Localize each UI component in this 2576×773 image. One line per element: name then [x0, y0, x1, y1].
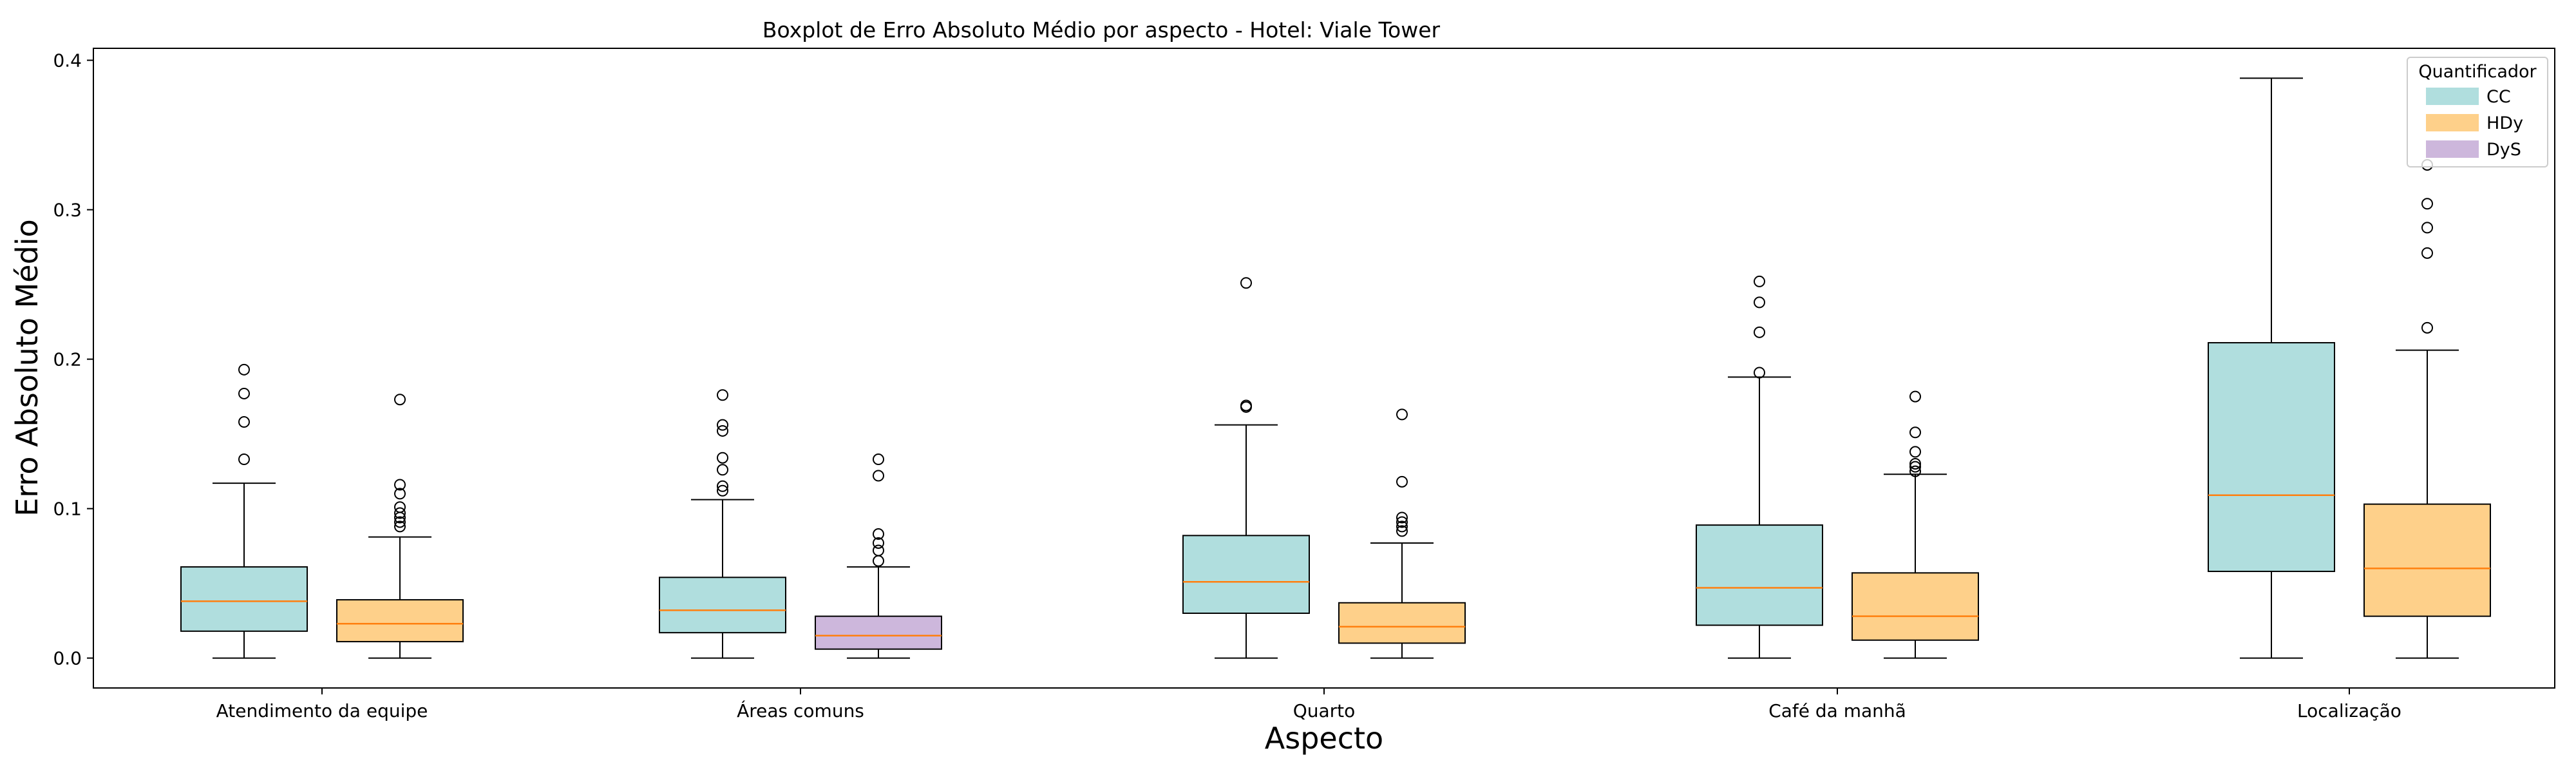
- outlier-point: [1240, 277, 1252, 289]
- y-axis-label: Erro Absoluto Médio: [10, 219, 44, 516]
- outlier-point: [717, 389, 728, 401]
- outlier-point: [238, 363, 250, 376]
- legend-swatch: [2426, 114, 2479, 131]
- outlier-point: [873, 470, 884, 482]
- box-group: [336, 394, 464, 659]
- legend-entries: CC HDy DyS: [2426, 87, 2523, 160]
- x-tick-label: Quarto: [1293, 700, 1356, 721]
- x-tick-label: Áreas comuns: [737, 700, 864, 721]
- outlier-point: [873, 537, 884, 549]
- outlier-point: [1396, 525, 1408, 537]
- legend-label: DyS: [2486, 140, 2521, 160]
- outlier-point: [1909, 465, 1921, 477]
- outlier-point: [238, 416, 250, 428]
- outlier-point: [394, 479, 406, 491]
- plot-frame: [93, 48, 2555, 689]
- legend-title: Quantificador: [2418, 62, 2537, 82]
- outlier-point: [717, 484, 728, 497]
- box: [815, 615, 942, 650]
- outlier-point: [1396, 516, 1408, 528]
- outlier-point: [1396, 408, 1408, 421]
- outlier-point: [394, 520, 406, 533]
- box: [2363, 503, 2491, 617]
- box: [659, 577, 786, 634]
- outlier-point: [394, 501, 406, 513]
- box: [1852, 572, 1979, 641]
- box: [180, 566, 308, 632]
- x-tick-label: Café da manhã: [1768, 700, 1906, 721]
- outlier-point: [1754, 296, 1765, 309]
- legend: Quantificador CC HDy DyS: [2407, 57, 2548, 167]
- outlier-point: [1396, 520, 1408, 533]
- x-axis: Atendimento da equipe Áreas comuns Quarto C…: [216, 688, 2401, 721]
- legend-label: CC: [2486, 87, 2511, 107]
- outlier-point: [873, 453, 884, 466]
- outlier-point: [717, 419, 728, 431]
- y-tick-label: 0.3: [53, 200, 82, 221]
- outlier-point: [2421, 247, 2433, 259]
- outlier-point: [394, 394, 406, 406]
- box-group: [2208, 77, 2335, 659]
- box-group: [815, 453, 942, 659]
- outlier-point: [238, 453, 250, 466]
- outlier-point: [1240, 399, 1252, 412]
- outlier-point: [394, 488, 406, 500]
- box: [2208, 342, 2335, 573]
- outlier-point: [717, 480, 728, 492]
- box-group: [2363, 158, 2491, 659]
- box-group: [659, 389, 786, 659]
- legend-swatch: [2426, 88, 2479, 105]
- outlier-point: [1909, 457, 1921, 470]
- box-group: [1338, 408, 1466, 659]
- outlier-point: [1396, 475, 1408, 488]
- y-tick-label: 0.1: [53, 499, 82, 520]
- x-tick-label: Atendimento da equipe: [216, 700, 428, 721]
- box: [336, 599, 464, 643]
- outlier-point: [2421, 198, 2433, 210]
- outlier-point: [873, 528, 884, 540]
- outlier-point: [1909, 426, 1921, 439]
- y-tick-label: 0.4: [53, 50, 82, 72]
- outlier-point: [2421, 222, 2433, 234]
- box: [1338, 602, 1466, 644]
- outlier-point: [717, 452, 728, 464]
- outlier-point: [1909, 461, 1921, 473]
- outlier-point: [873, 544, 884, 557]
- outlier-point: [1909, 390, 1921, 403]
- outlier-point: [394, 516, 406, 528]
- outlier-point: [2421, 321, 2433, 334]
- legend-swatch: [2426, 140, 2479, 158]
- box-group: [1182, 277, 1310, 659]
- box: [1696, 524, 1823, 626]
- outlier-point: [1396, 511, 1408, 524]
- box-group: [1852, 390, 1979, 659]
- box-group: [180, 363, 308, 659]
- outlier-point: [238, 387, 250, 399]
- y-axis: 0.0 0.1 0.2 0.3 0.4: [53, 50, 93, 669]
- outlier-point: [1754, 326, 1765, 338]
- outlier-point: [717, 425, 728, 437]
- chart-marks: [180, 77, 2491, 659]
- legend-label: HDy: [2486, 113, 2523, 133]
- y-tick-label: 0.2: [53, 349, 82, 370]
- outlier-point: [717, 464, 728, 476]
- outlier-point: [394, 507, 406, 519]
- box: [1182, 535, 1310, 614]
- outlier-point: [1909, 446, 1921, 458]
- chart-title: Boxplot de Erro Absoluto Médio por aspec…: [762, 17, 1441, 43]
- legend-frame: [2407, 57, 2548, 167]
- outlier-point: [873, 555, 884, 567]
- box-group: [1696, 275, 1823, 659]
- outlier-point: [1754, 367, 1765, 379]
- x-axis-label: Aspecto: [1265, 721, 1383, 756]
- x-tick-label: Localização: [2297, 700, 2401, 721]
- y-tick-label: 0.0: [53, 648, 82, 669]
- outlier-point: [1754, 275, 1765, 287]
